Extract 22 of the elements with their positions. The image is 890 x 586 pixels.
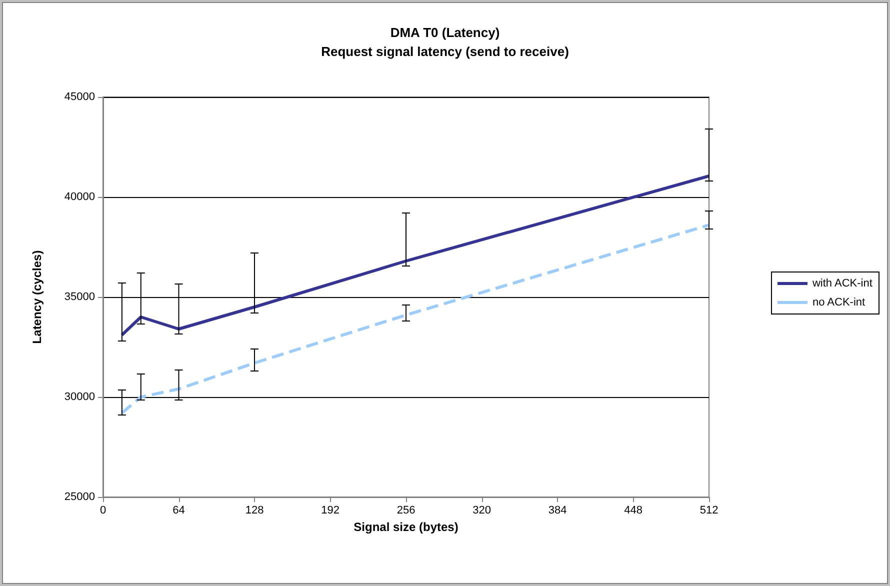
x-tick-label: 512 <box>700 504 718 516</box>
line-series <box>120 174 710 336</box>
x-tick-label: 448 <box>624 504 642 516</box>
chart-title: DMA T0 (Latency) <box>390 25 500 40</box>
y-axis-title: Latency (cycles) <box>30 250 44 344</box>
y-tick-label: 30000 <box>64 391 95 403</box>
x-tick-label: 192 <box>321 504 340 516</box>
x-tick-label: 320 <box>472 504 491 516</box>
legend-label: with ACK-int <box>811 278 872 290</box>
chart-subtitle: Request signal latency (send to receive) <box>321 44 569 59</box>
x-axis-title: Signal size (bytes) <box>354 520 458 534</box>
y-tick-label: 40000 <box>64 191 95 203</box>
x-tick-label: 256 <box>396 504 416 516</box>
x-tick-label: 64 <box>172 504 185 516</box>
y-tick-label: 25000 <box>64 491 95 503</box>
x-tick-label: 384 <box>548 504 567 516</box>
x-tick-label: 128 <box>245 504 264 516</box>
y-tick-label: 35000 <box>64 291 95 303</box>
line-series <box>120 224 710 414</box>
legend-label: no ACK-int <box>812 296 866 308</box>
x-tick-label: 0 <box>100 504 106 516</box>
y-tick-label: 45000 <box>64 91 95 103</box>
